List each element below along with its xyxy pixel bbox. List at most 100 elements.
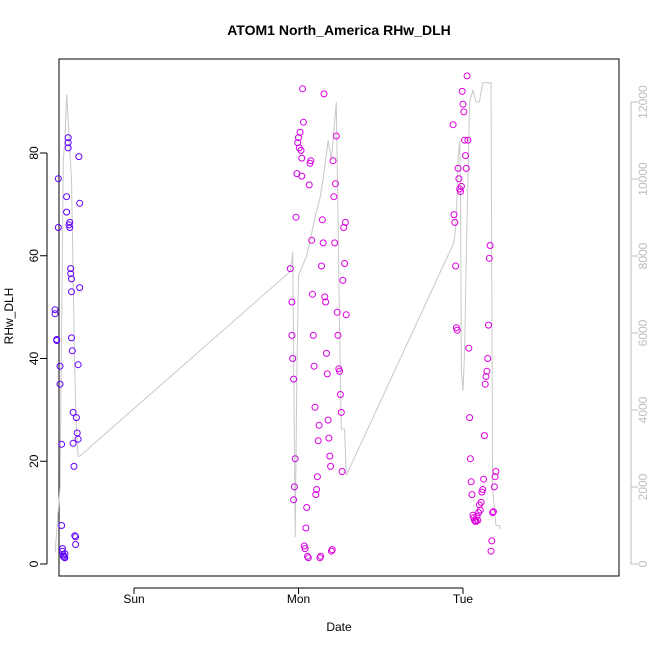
data-point [462,152,469,160]
data-point [333,308,341,316]
data-point [54,175,62,183]
data-point [313,486,321,493]
data-point [331,239,339,247]
data-point [63,208,71,216]
data-point [467,478,475,486]
data-point [290,496,298,504]
axes-layer: 0 20 40 60 80 0 2000 4000 6000 8000 10000 12000 Sun M… [27,85,650,606]
data-point [461,136,469,144]
data-point [68,334,75,342]
data-point [339,276,347,284]
data-point [292,213,300,221]
data-point [317,552,325,560]
y-axis-label: RHw_DLH [2,288,16,345]
data-point [454,164,462,172]
data-point [75,153,83,161]
y2-tick-label: 0 [636,560,650,567]
data-point [491,473,499,481]
data-point [63,193,71,201]
data-point [464,136,472,144]
data-point [53,337,61,344]
data-point [70,462,78,470]
data-point [56,362,64,370]
data-point [313,473,321,481]
data-point [336,391,344,398]
data-point [330,193,338,201]
data-point [310,362,318,370]
y2-tick-label: 8000 [636,242,650,269]
data-point [480,432,488,440]
data-point [465,344,473,352]
y2-tick-label: 10000 [636,162,650,196]
data-point [474,516,482,524]
y2-tick-label: 2000 [636,473,650,500]
data-point [286,265,294,273]
data-point [301,545,309,553]
data-point [67,270,75,278]
data-point [332,180,339,188]
data-point [58,522,66,529]
x-tick-label: Sun [123,592,144,606]
data-point [318,216,326,224]
data-point [323,349,330,357]
data-point [74,435,82,443]
data-point [455,175,463,183]
data-point [304,552,311,560]
data-point [327,462,335,470]
data-point [297,146,305,154]
data-point [321,293,329,301]
data-point [69,408,77,416]
data-point [332,132,340,140]
series-line [54,82,502,553]
data-point [479,486,487,493]
x-tick-label: Tue [453,592,474,606]
data-point [68,347,76,355]
data-point [329,157,337,165]
data-point [450,211,458,219]
data-point [457,182,465,190]
data-point [303,504,311,511]
data-point [452,262,460,270]
x-axis-label: Date [326,620,352,634]
data-point [288,298,296,306]
data-point [68,288,75,296]
data-point [323,370,331,378]
data-point [488,537,496,545]
data-point [341,218,349,226]
data-point [64,134,72,142]
data-point [72,414,80,422]
data-point [76,199,84,207]
data-point [463,72,471,80]
data-point [72,541,80,548]
data-point [298,172,306,180]
data-point [487,547,495,555]
data-point [326,452,334,460]
data-point [305,181,313,189]
data-point [76,284,84,292]
data-point [342,311,350,319]
data-point [289,355,297,362]
y-tick-label: 60 [27,249,41,263]
data-point [290,483,298,491]
data-point [64,139,72,147]
y2-tick-label: 4000 [636,396,650,423]
plot-frame [58,58,620,577]
data-point [472,517,480,525]
data-point [490,483,498,491]
data-point [458,87,466,95]
data-point [58,440,66,448]
data-point [51,310,59,318]
data-point [341,260,349,267]
x-tick-label: Mon [287,592,310,606]
data-point [453,326,461,334]
data-point [74,361,82,369]
y-tick-label: 20 [27,454,41,468]
data-point [290,375,298,383]
data-point [61,550,69,558]
data-point [483,367,491,375]
data-point [68,275,75,283]
data-point [307,157,315,165]
data-point [485,254,493,262]
data-point [56,380,64,388]
data-point [324,416,332,424]
